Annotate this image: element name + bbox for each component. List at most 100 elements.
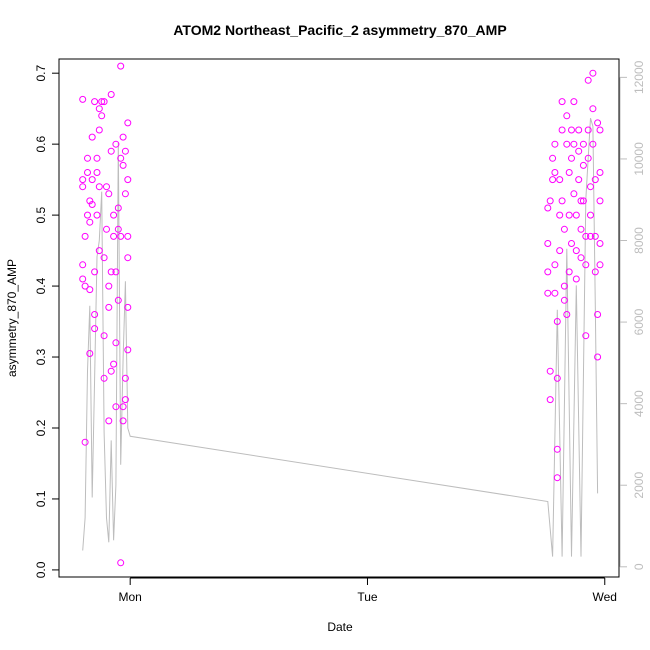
data-point xyxy=(117,559,125,567)
data-point xyxy=(584,154,592,162)
data-point xyxy=(119,403,127,411)
data-point xyxy=(119,417,127,425)
data-point xyxy=(105,417,113,425)
data-point xyxy=(93,211,101,219)
data-point xyxy=(556,176,564,184)
data-point xyxy=(91,325,99,333)
data-point xyxy=(546,197,554,205)
data-point xyxy=(93,154,101,162)
data-point xyxy=(79,183,87,191)
y2-tick-label: 10000 xyxy=(632,142,646,176)
data-point xyxy=(86,197,94,205)
data-point xyxy=(584,126,592,134)
data-point xyxy=(81,282,89,290)
data-point xyxy=(119,133,127,141)
data-point xyxy=(110,360,118,368)
data-point xyxy=(565,268,573,276)
x-tick-label: Tue xyxy=(357,590,378,604)
data-point xyxy=(587,232,594,240)
data-point xyxy=(121,147,129,155)
y-tick-label: 0.6 xyxy=(34,135,48,152)
data-point xyxy=(117,154,125,162)
y-tick-label: 0.1 xyxy=(34,490,48,507)
data-point xyxy=(110,211,118,219)
data-point xyxy=(121,190,129,198)
data-point xyxy=(107,268,115,276)
data-point xyxy=(565,211,573,219)
data-point xyxy=(119,161,127,169)
data-point xyxy=(88,201,96,208)
data-point xyxy=(95,126,103,134)
series-point-group xyxy=(79,62,604,567)
y-tick-label: 0.3 xyxy=(34,348,48,365)
x-tick-label: Wed xyxy=(593,590,617,604)
data-point xyxy=(86,350,94,357)
data-point xyxy=(100,332,108,340)
data-point xyxy=(563,112,571,120)
data-point xyxy=(568,154,575,162)
data-point xyxy=(582,261,590,269)
data-point xyxy=(95,105,103,113)
data-point xyxy=(91,268,99,276)
data-point xyxy=(587,183,594,191)
data-point xyxy=(596,169,604,176)
data-point xyxy=(551,140,559,148)
data-point xyxy=(594,311,602,318)
y2-tick-label: 8000 xyxy=(632,227,646,254)
data-point xyxy=(79,261,87,269)
data-point xyxy=(105,282,113,290)
data-point xyxy=(553,445,561,453)
data-point xyxy=(589,140,597,148)
data-point xyxy=(105,190,113,198)
data-point xyxy=(100,98,108,106)
data-point xyxy=(100,254,108,262)
data-point xyxy=(582,232,590,240)
series-line xyxy=(82,117,599,557)
data-point xyxy=(98,98,106,106)
data-point xyxy=(117,62,125,70)
data-point xyxy=(551,261,559,269)
data-point xyxy=(86,218,94,226)
data-point xyxy=(124,303,132,311)
data-point xyxy=(86,286,94,294)
data-point xyxy=(546,367,554,375)
data-point xyxy=(105,303,113,311)
series-line-group xyxy=(82,117,599,557)
data-point xyxy=(572,275,580,283)
data-point xyxy=(107,91,115,98)
x-axis: Mon Tue Wed xyxy=(119,577,617,604)
data-point xyxy=(84,154,91,162)
data-point xyxy=(565,169,573,176)
data-point xyxy=(98,112,106,120)
data-point xyxy=(596,126,604,134)
data-point xyxy=(114,204,122,212)
data-point xyxy=(121,374,129,382)
data-point xyxy=(124,232,132,240)
data-point xyxy=(88,133,96,141)
data-point xyxy=(591,176,599,184)
data-point xyxy=(91,98,99,106)
data-point xyxy=(579,161,587,169)
y2-tick-label: 0 xyxy=(632,563,646,570)
data-point xyxy=(544,268,552,276)
data-point xyxy=(596,240,604,247)
y-tick-label: 0.5 xyxy=(34,206,48,223)
data-point xyxy=(114,296,122,304)
data-point xyxy=(79,176,87,184)
data-point xyxy=(577,225,585,233)
data-point xyxy=(563,311,571,318)
data-point xyxy=(81,438,89,446)
data-point xyxy=(579,140,587,148)
data-point xyxy=(88,176,96,184)
y2-axis: 0 2000 4000 6000 8000 10000 12000 xyxy=(619,60,646,570)
data-point xyxy=(591,268,599,276)
data-point xyxy=(589,69,597,77)
data-point xyxy=(556,211,564,219)
y-axis: 0.0 0.1 0.2 0.3 0.4 0.5 0.6 0.7 xyxy=(34,65,60,578)
data-point xyxy=(594,353,602,361)
data-point xyxy=(556,247,564,255)
data-point xyxy=(596,261,604,269)
data-point xyxy=(103,225,110,233)
data-point xyxy=(582,332,590,340)
